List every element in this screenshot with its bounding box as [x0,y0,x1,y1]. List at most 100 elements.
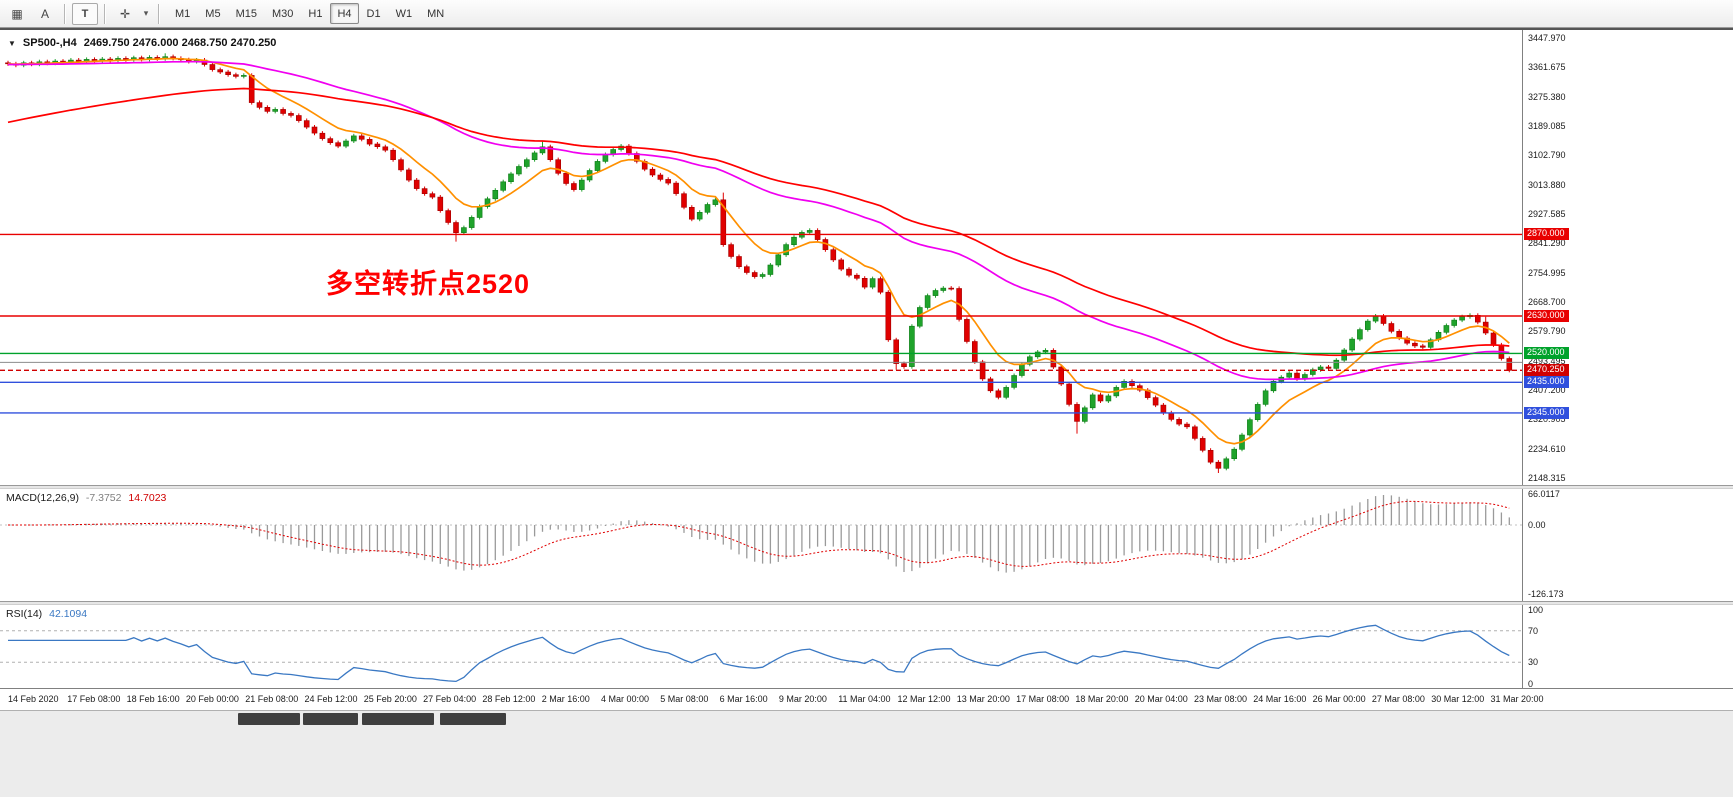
time-axis-label: 17 Mar 08:00 [1016,694,1070,704]
rsi-name: RSI(14) [6,608,43,620]
macd-panel[interactable]: MACD(12,26,9) -7.3752 14.7023 [0,489,1522,601]
price-line-badge: 2870.000 [1524,228,1569,241]
timeframe-m1[interactable]: M1 [175,7,191,20]
time-axis-label: 6 Mar 16:00 [719,694,768,704]
time-axis-label: 26 Mar 00:00 [1312,694,1366,704]
time-axis-label: 24 Mar 16:00 [1253,694,1307,704]
macd-chart [0,495,1522,573]
ohlc-values: 2469.750 2476.000 2468.750 2470.250 [83,37,277,49]
toolbar-separator [64,3,66,24]
macd-value-main: -7.3752 [85,492,122,504]
price-axis: 3447.970 3361.675 3275.380 3189.085 3102.790… [1523,30,1733,485]
bottom-tab[interactable] [440,713,506,725]
macd-axis-label: 0.00 [1528,520,1546,530]
price-axis-label: 2841.290 [1528,238,1566,249]
time-axis-label: 4 Mar 00:00 [601,694,650,704]
price-axis-label: 3361.675 [1528,62,1566,73]
time-axis-label: 27 Mar 08:00 [1371,694,1425,704]
chart-window: ▼ SP500-,H4 2469.750 2476.000 2468.750 2… [0,28,1733,712]
text-tool-icon[interactable]: T [72,2,98,25]
timeframe-m15[interactable]: M15 [235,7,257,20]
price-axis-column[interactable]: 3447.970 3361.675 3275.380 3189.085 3102.790… [1522,30,1733,689]
panel-splitter-rsi[interactable] [0,601,1733,605]
price-axis-label: 3102.790 [1528,150,1566,161]
macd-axis-label: 66.0117 [1528,489,1560,499]
timeframe-toolbar: M1 M5 M15 M30 H1 H4 D1 W1 MN [168,3,451,24]
rsi-axis-label: 0 [1528,679,1534,689]
rsi-axis: 100 70 30 0 [1523,605,1733,689]
chart-menu-arrow-icon[interactable]: ▼ [8,38,16,48]
macd-axis-label: -126.173 [1528,589,1564,599]
time-axis-label: 28 Feb 12:00 [482,694,536,704]
price-axis-label: 2407.200 [1528,384,1566,395]
time-axis-label: 30 Mar 12:00 [1431,694,1485,704]
price-axis-label: 2148.315 [1528,472,1566,483]
price-line-badge: 2520.000 [1524,347,1569,360]
font-a-icon[interactable]: A [40,6,49,21]
price-axis-label: 2579.790 [1528,326,1566,337]
time-axis[interactable]: 14 Feb 2020 17 Feb 08:00 18 Feb 16:00 20 Fe… [0,688,1733,712]
time-axis-label: 31 Mar 20:00 [1490,694,1544,704]
time-axis-label: 24 Feb 12:00 [304,694,358,704]
panel-splitter-macd[interactable] [0,485,1733,489]
time-axis-label: 12 Mar 12:00 [897,694,951,704]
bottom-tab[interactable] [362,713,434,725]
timeframe-h1[interactable]: H1 [308,7,323,20]
price-axis-label: 2493.495 [1528,355,1566,366]
timeframe-mn[interactable]: MN [427,7,445,20]
toolbar: ▦ A T ✛ ▾ M1 M5 M15 M30 H1 H4 D1 W1 MN [0,0,1733,28]
price-axis-label: 3013.880 [1528,179,1566,190]
time-axis-label: 5 Mar 08:00 [660,694,709,704]
chart-title: ▼ SP500-,H4 2469.750 2476.000 2468.750 2… [8,37,276,49]
price-axis-label: 2320.905 [1528,414,1566,425]
symbol-period-label: SP500-,H4 [22,37,77,49]
rsi-axis-label: 30 [1528,657,1539,667]
price-axis-label: 2668.700 [1528,296,1566,307]
price-panel[interactable]: ▼ SP500-,H4 2469.750 2476.000 2468.750 2… [0,30,1522,485]
timeframe-d1[interactable]: D1 [366,7,381,20]
time-axis-label: 14 Feb 2020 [8,694,59,704]
macd-name: MACD(12,26,9) [6,492,79,504]
price-line-badge: 2470.250 [1524,364,1569,377]
macd-label: MACD(12,26,9) -7.3752 14.7023 [6,492,166,504]
time-axis-label: 18 Feb 16:00 [126,694,180,704]
rsi-panel[interactable]: RSI(14) 42.1094 [0,605,1522,688]
price-axis-label: 3189.085 [1528,120,1566,131]
time-axis-label: 25 Feb 20:00 [363,694,417,704]
bottom-tab[interactable] [238,713,300,725]
toolbar-separator [104,3,106,24]
indicators-icon[interactable]: ✛ [119,6,131,21]
price-axis-label: 2234.610 [1528,443,1566,454]
timeframe-h4[interactable]: H4 [330,3,359,24]
chart-annotation-text: 多空转折点2520 [326,269,531,299]
price-axis-label: 2927.585 [1528,208,1566,219]
market-watch-grid-icon[interactable]: ▦ [11,6,23,21]
bottom-bar [0,710,1733,797]
price-line-badge: 2435.000 [1524,376,1569,389]
timeframe-w1[interactable]: W1 [395,7,413,20]
price-line-badge: 2630.000 [1524,310,1569,322]
price-line-badge: 2345.000 [1524,406,1569,419]
time-axis-label: 11 Mar 04:00 [838,694,891,704]
dropdown-arrow-icon[interactable]: ▾ [143,8,149,18]
macd-value-signal: 14.7023 [128,492,167,504]
time-axis-label: 20 Feb 00:00 [185,694,239,704]
time-axis-label: 20 Mar 04:00 [1134,694,1188,704]
time-axis-label: 9 Mar 20:00 [778,694,827,704]
rsi-axis-label: 100 [1528,605,1544,615]
time-axis-label: 13 Mar 20:00 [956,694,1010,704]
time-axis-label: 17 Feb 08:00 [67,694,121,704]
macd-axis: 66.0117 0.00 -126.173 [1523,489,1733,601]
toolbar-separator [158,3,160,24]
timeframe-m30[interactable]: M30 [271,7,294,20]
rsi-chart [0,624,1522,683]
candlestick-chart [0,53,1522,473]
time-axis-label: 18 Mar 20:00 [1075,694,1129,704]
timeframe-m5[interactable]: M5 [205,7,221,20]
rsi-value: 42.1094 [49,608,88,620]
time-axis-label: 21 Feb 08:00 [245,694,299,704]
bottom-tab[interactable] [303,713,358,725]
time-axis-label: 23 Mar 08:00 [1194,694,1248,704]
rsi-label: RSI(14) 42.1094 [6,608,87,620]
time-axis-label: 27 Feb 04:00 [423,694,477,704]
